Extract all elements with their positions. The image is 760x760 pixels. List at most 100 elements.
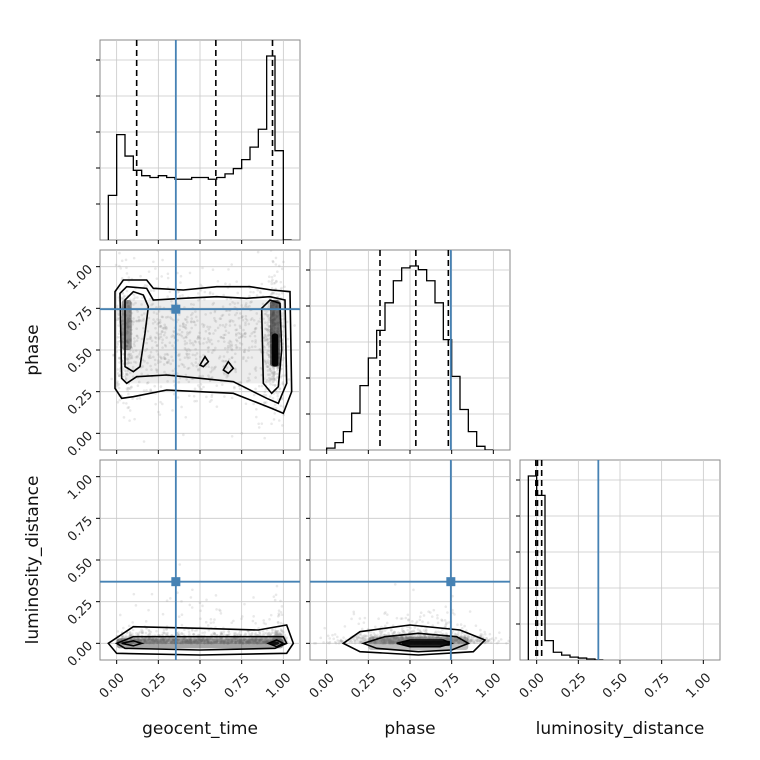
- sample-point: [487, 639, 491, 642]
- sample-point: [193, 640, 196, 644]
- sample-point: [455, 638, 458, 641]
- sample-point: [363, 637, 367, 641]
- sample-point: [116, 343, 120, 346]
- sample-point: [253, 327, 257, 331]
- sample-point: [385, 641, 388, 644]
- sample-point: [266, 327, 270, 331]
- sample-point: [456, 623, 459, 627]
- sample-point: [246, 379, 249, 383]
- sample-point: [486, 640, 489, 643]
- sample-point: [220, 314, 224, 318]
- sample-point: [185, 638, 189, 641]
- sample-point: [148, 632, 152, 636]
- sample-point: [417, 636, 421, 640]
- sample-point: [251, 640, 254, 643]
- sample-point: [272, 377, 275, 381]
- sample-point: [156, 322, 159, 326]
- sample-point: [236, 291, 240, 295]
- sample-point: [394, 640, 397, 643]
- sample-point: [208, 331, 211, 335]
- sample-point: [407, 618, 410, 622]
- sample-point: [270, 275, 274, 279]
- sample-point: [202, 639, 205, 643]
- sample-point: [137, 639, 141, 642]
- sample-point: [247, 632, 251, 635]
- sample-point: [129, 338, 132, 341]
- sample-point: [234, 637, 238, 641]
- sample-point: [202, 639, 206, 643]
- sample-point: [239, 312, 242, 315]
- sample-point: [148, 354, 152, 357]
- sample-point: [487, 640, 490, 644]
- sample-point: [272, 380, 275, 383]
- sample-point: [159, 639, 163, 643]
- sample-point: [258, 639, 262, 643]
- sample-point: [230, 319, 233, 322]
- sample-point: [460, 634, 464, 638]
- sample-point: [457, 641, 461, 645]
- sample-point: [386, 639, 389, 643]
- sample-point: [189, 639, 193, 642]
- sample-point: [195, 399, 199, 403]
- sample-point: [166, 631, 169, 635]
- sample-point: [145, 389, 148, 392]
- sample-point: [213, 632, 216, 635]
- sample-point: [390, 628, 393, 632]
- sample-point: [273, 370, 277, 374]
- sample-point: [117, 356, 121, 360]
- sample-point: [422, 637, 426, 640]
- sample-point: [142, 326, 145, 330]
- panel-inner: [100, 40, 300, 240]
- sample-point: [434, 630, 438, 633]
- sample-point: [207, 346, 211, 349]
- sample-point: [176, 638, 180, 641]
- sample-point: [142, 317, 145, 321]
- sample-point: [250, 356, 254, 359]
- sample-point: [150, 368, 153, 371]
- sample-point: [185, 378, 188, 381]
- sample-point: [223, 333, 227, 337]
- sample-point: [384, 639, 387, 642]
- contour-geocent_time__phase-4: [198, 355, 210, 368]
- sample-point: [137, 380, 141, 384]
- sample-point: [201, 266, 204, 270]
- sample-point: [117, 317, 121, 321]
- sample-point: [230, 344, 233, 348]
- sample-point: [209, 641, 212, 645]
- sample-point: [122, 306, 125, 309]
- sample-point: [478, 640, 482, 643]
- sample-point: [255, 641, 259, 645]
- sample-point: [234, 370, 238, 374]
- sample-point: [266, 638, 270, 642]
- sample-point: [268, 395, 272, 398]
- sample-point: [166, 380, 169, 383]
- sample-point: [423, 634, 426, 637]
- contour-phase__luminosity_distance-1: [360, 632, 471, 653]
- sample-point: [220, 632, 223, 636]
- sample-point: [162, 638, 166, 642]
- sample-point: [172, 639, 176, 643]
- sample-point: [274, 637, 277, 640]
- sample-point: [456, 633, 459, 637]
- sample-point: [266, 361, 270, 364]
- sample-point: [271, 631, 275, 634]
- sample-point: [255, 638, 258, 642]
- sample-point: [277, 365, 280, 369]
- sample-point: [222, 355, 226, 358]
- sample-point: [164, 640, 167, 644]
- sample-point: [204, 330, 208, 333]
- panel-phase-hist: [310, 250, 510, 450]
- sample-point: [263, 346, 266, 349]
- sample-point: [479, 634, 483, 638]
- sample-point: [218, 355, 222, 358]
- sample-point: [166, 353, 170, 357]
- sample-point: [239, 332, 242, 335]
- sample-point: [370, 641, 373, 644]
- sample-point: [250, 300, 253, 304]
- sample-point: [418, 629, 422, 632]
- sample-point: [156, 361, 160, 365]
- sample-point: [451, 594, 454, 598]
- sample-point: [266, 639, 269, 643]
- sample-point: [152, 639, 155, 643]
- sample-point: [187, 641, 190, 644]
